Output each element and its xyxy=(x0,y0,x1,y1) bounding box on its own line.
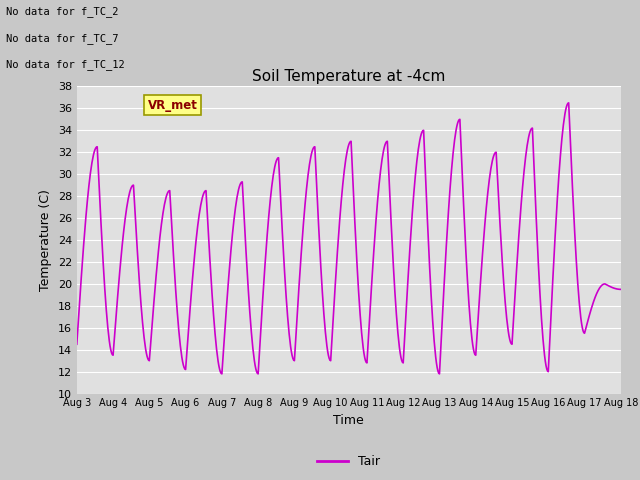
Text: No data for f_TC_12: No data for f_TC_12 xyxy=(6,59,125,70)
Text: VR_met: VR_met xyxy=(147,99,197,112)
Text: No data for f_TC_2: No data for f_TC_2 xyxy=(6,6,119,17)
Legend: Tair: Tair xyxy=(312,450,385,473)
X-axis label: Time: Time xyxy=(333,414,364,427)
Y-axis label: Temperature (C): Temperature (C) xyxy=(39,189,52,291)
Text: No data for f_TC_7: No data for f_TC_7 xyxy=(6,33,119,44)
Title: Soil Temperature at -4cm: Soil Temperature at -4cm xyxy=(252,69,445,84)
